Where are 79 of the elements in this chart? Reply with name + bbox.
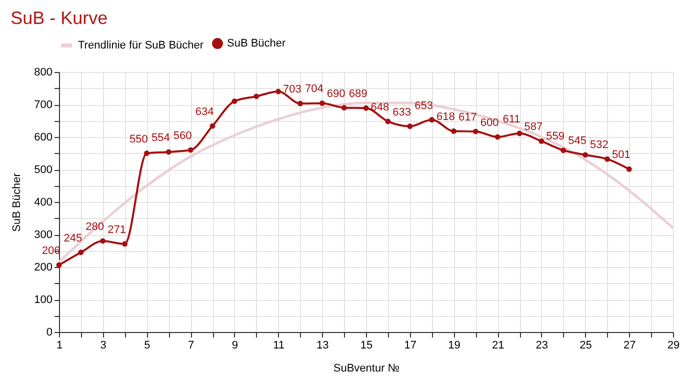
data-label: 703 (283, 84, 302, 96)
point (210, 123, 216, 129)
point (604, 156, 610, 162)
data-label: 554 (151, 132, 170, 144)
point (538, 138, 544, 144)
data-label: 559 (546, 130, 565, 142)
data-label: 690 (326, 88, 346, 100)
x-tick-label: 13 (316, 340, 329, 352)
data-label: 648 (370, 101, 390, 114)
data-label: 634 (195, 106, 214, 118)
x-tick-label: 1 (56, 340, 63, 352)
point (254, 94, 260, 100)
y-tick-label: 200 (34, 262, 52, 274)
data-label: 271 (108, 224, 126, 236)
data-label: 633 (392, 106, 412, 118)
x-tick-label: 3 (100, 340, 106, 352)
point (232, 98, 238, 104)
legend-label: Trendlinie für SuB Bücher (78, 40, 204, 52)
x-tick-label: 27 (624, 340, 636, 352)
point (407, 124, 413, 130)
data-label: 280 (86, 221, 104, 233)
data-label: 532 (590, 139, 608, 152)
y-axis-title: SuB Bücher (11, 172, 24, 232)
x-tick-label: 17 (404, 340, 416, 352)
data-label: 600 (480, 117, 499, 129)
point (144, 150, 150, 156)
point (100, 238, 106, 244)
point (188, 147, 194, 153)
data-label: 550 (130, 133, 148, 146)
x-tick-label: 29 (667, 340, 680, 352)
data-label: 245 (64, 232, 82, 244)
point (56, 262, 62, 268)
x-tick-label: 19 (448, 340, 460, 352)
data-label: 587 (524, 121, 543, 134)
point (297, 100, 303, 106)
point (122, 241, 128, 247)
y-tick-label: 600 (34, 132, 52, 144)
point (429, 117, 435, 123)
legend-label: SuB Bücher (227, 38, 286, 50)
y-tick-label: 700 (34, 99, 52, 111)
y-tick-label: 800 (34, 66, 52, 78)
point (319, 100, 325, 106)
point (78, 250, 84, 256)
data-label: 689 (348, 88, 368, 100)
y-tick-label: 0 (46, 326, 52, 338)
data-label: 653 (414, 100, 433, 112)
y-tick-label: 500 (34, 164, 52, 176)
x-tick-label: 11 (273, 340, 284, 352)
point (276, 88, 282, 94)
x-tick-label: 5 (144, 340, 150, 352)
point (494, 134, 500, 140)
point (450, 128, 456, 134)
x-axis-title: SuBventur № (333, 362, 400, 374)
y-tick-label: 300 (34, 229, 52, 241)
point (582, 152, 588, 158)
point (166, 149, 172, 155)
x-tick-label: 25 (580, 340, 592, 352)
chart-title: SuB - Kurve (10, 8, 108, 28)
point (385, 118, 391, 124)
x-tick-label: 23 (536, 340, 548, 352)
y-tick-label: 100 (34, 294, 52, 306)
data-label: 611 (502, 113, 520, 126)
y-tick-label: 400 (34, 196, 52, 208)
x-tick-label: 7 (188, 340, 194, 352)
point (472, 128, 478, 134)
point (341, 105, 347, 110)
point (626, 166, 632, 172)
data-label: 617 (458, 111, 477, 124)
data-label: 501 (612, 149, 630, 162)
data-label: 704 (304, 83, 324, 96)
point (560, 148, 566, 154)
point (363, 105, 369, 111)
x-tick-label: 9 (232, 340, 238, 352)
x-tick-label: 15 (360, 340, 373, 352)
data-label: 618 (436, 111, 455, 124)
data-label: 545 (568, 134, 586, 147)
x-tick-label: 21 (492, 340, 504, 352)
data-label: 560 (173, 130, 192, 142)
point (516, 130, 522, 136)
